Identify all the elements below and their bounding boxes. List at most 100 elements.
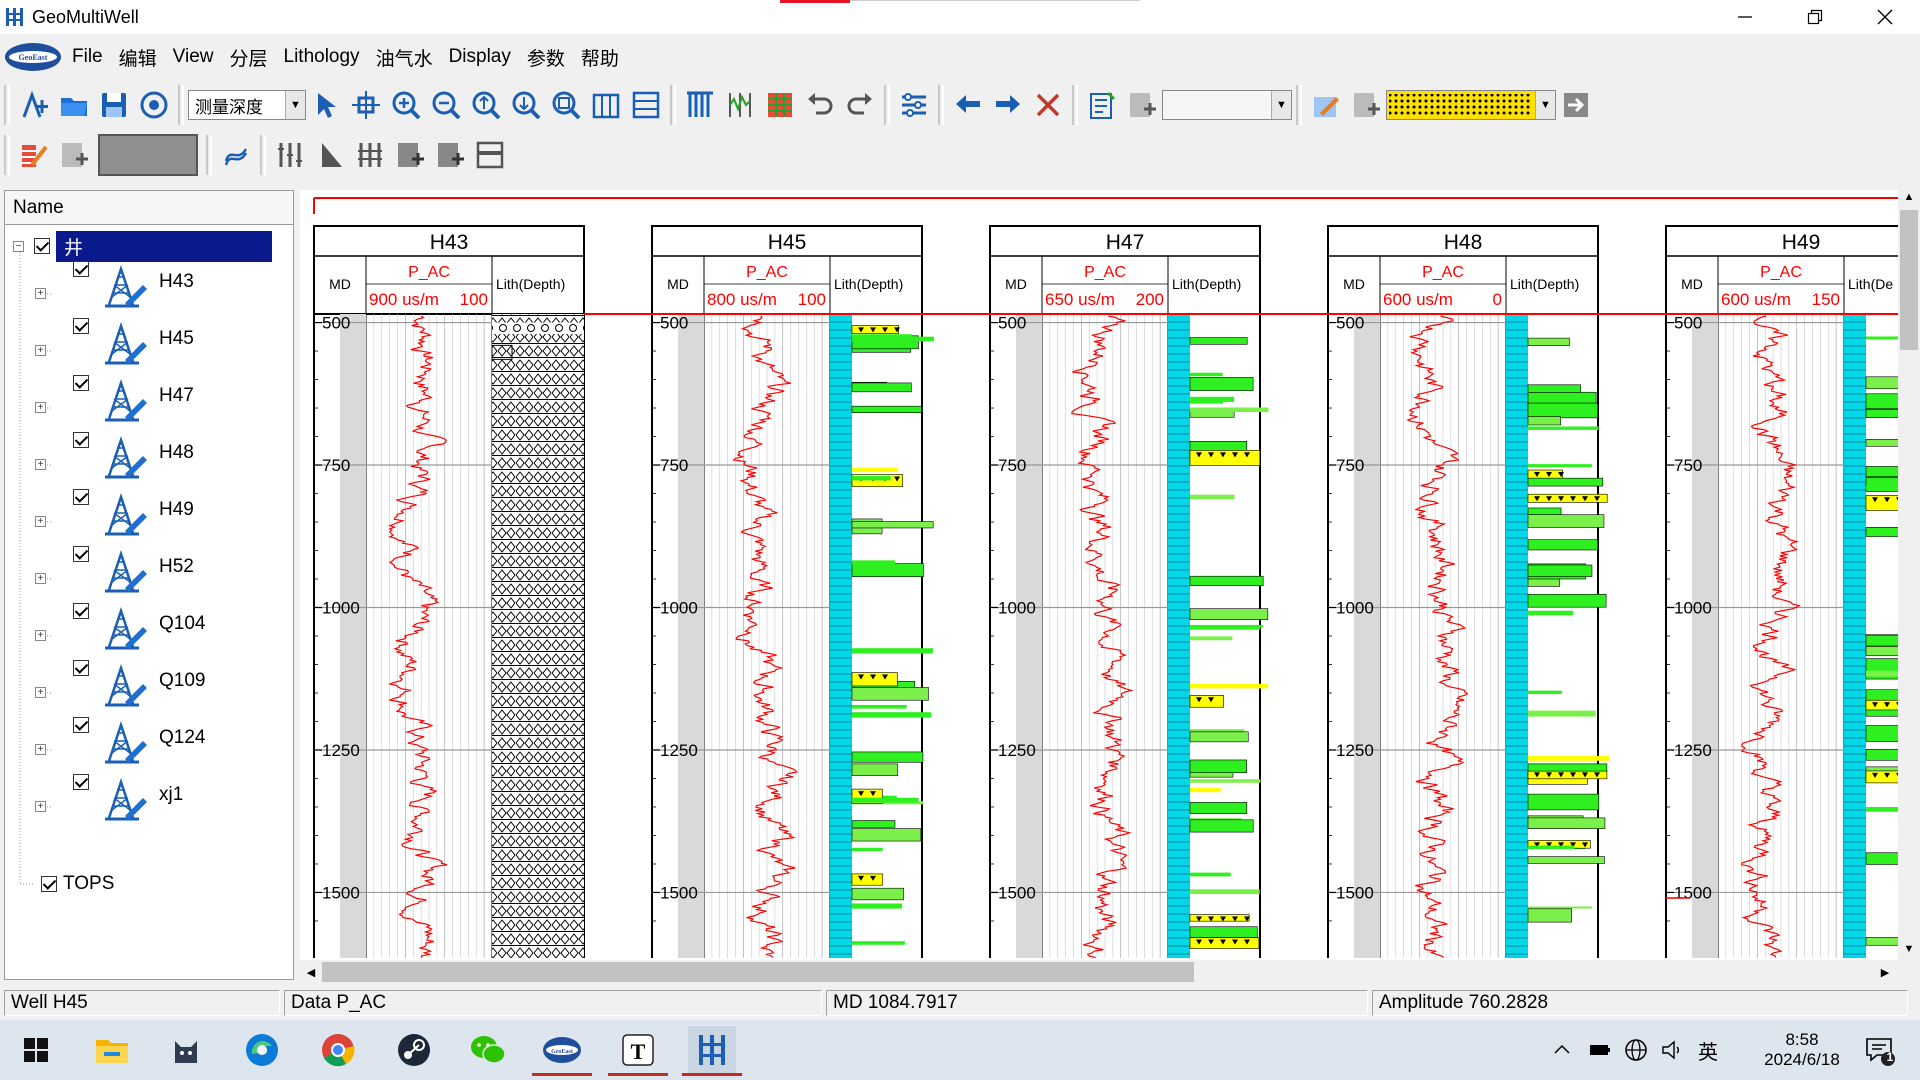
chrome-browser-button[interactable] bbox=[314, 1026, 362, 1074]
p-ac-curve[interactable] bbox=[732, 315, 799, 959]
redo-button[interactable] bbox=[840, 85, 880, 125]
well-checkbox[interactable] bbox=[73, 489, 89, 505]
p-ac-curve[interactable] bbox=[387, 315, 448, 958]
horizontal-scroll-thumb[interactable] bbox=[322, 962, 1194, 982]
tray-overflow-button[interactable] bbox=[1552, 1020, 1572, 1080]
menu-view[interactable]: View bbox=[172, 46, 214, 67]
vertical-scrollbar[interactable]: ▲ ▼ bbox=[1898, 186, 1920, 960]
expand-icon[interactable]: + bbox=[35, 459, 46, 470]
expand-icon[interactable]: + bbox=[35, 402, 46, 413]
menu-layering[interactable]: 分层 bbox=[229, 48, 268, 70]
expand-icon[interactable]: + bbox=[35, 573, 46, 584]
track-height-button[interactable] bbox=[626, 85, 666, 125]
file-explorer-button[interactable] bbox=[88, 1026, 136, 1074]
menu-edit[interactable]: 编辑 bbox=[118, 48, 157, 70]
add-track-button[interactable] bbox=[54, 135, 94, 175]
geomultiwell-taskbar-button[interactable] bbox=[682, 1026, 742, 1076]
select-pointer-button[interactable] bbox=[306, 85, 346, 125]
start-button[interactable] bbox=[12, 1026, 60, 1074]
zoom-vertical-out-button[interactable] bbox=[506, 85, 546, 125]
track-layout-button[interactable] bbox=[586, 85, 626, 125]
zoom-fit-button[interactable] bbox=[546, 85, 586, 125]
well-track-h45[interactable]: H45 MD P_AC 800 us/m 100 Lith(Depth) 500 750 100… bbox=[651, 225, 934, 959]
well-correlation-canvas[interactable]: H43 MD P_AC 900 us/m 100 Lith(Depth) 500 750 100… bbox=[300, 190, 1898, 960]
expand-icon[interactable]: + bbox=[35, 288, 46, 299]
forward-button[interactable] bbox=[988, 85, 1028, 125]
color-swatch-button[interactable] bbox=[98, 134, 198, 176]
expand-icon[interactable]: + bbox=[35, 345, 46, 356]
well-checkbox[interactable] bbox=[73, 318, 89, 334]
edit-lithology-button[interactable] bbox=[14, 135, 54, 175]
add-pattern-button[interactable] bbox=[1346, 85, 1386, 125]
wedge-button[interactable] bbox=[310, 135, 350, 175]
expand-icon[interactable]: + bbox=[35, 687, 46, 698]
well-track-h43[interactable]: H43 MD P_AC 900 us/m 100 Lith(Depth) 500 750 100… bbox=[313, 225, 585, 958]
well-checkbox[interactable] bbox=[73, 603, 89, 619]
network-button[interactable] bbox=[1624, 1020, 1648, 1080]
ime-indicator[interactable]: 英 bbox=[1698, 1041, 1718, 1064]
minimize-button[interactable] bbox=[1710, 0, 1780, 34]
p-ac-curve[interactable] bbox=[1406, 315, 1469, 959]
back-button[interactable] bbox=[948, 85, 988, 125]
horizontal-scrollbar[interactable]: ◀ ▶ bbox=[300, 960, 1898, 984]
layer-select[interactable]: ▼ bbox=[1162, 90, 1292, 120]
scroll-right-icon[interactable]: ▶ bbox=[1880, 966, 1890, 979]
well-checkbox[interactable] bbox=[73, 717, 89, 733]
menu-display[interactable]: Display bbox=[448, 46, 511, 67]
menu-help[interactable]: 帮助 bbox=[580, 48, 619, 70]
pencil-button[interactable] bbox=[1306, 85, 1346, 125]
edge-browser-button[interactable] bbox=[238, 1026, 286, 1074]
header-layout-button[interactable] bbox=[470, 135, 510, 175]
close-button[interactable] bbox=[1850, 0, 1920, 34]
pan-button[interactable] bbox=[346, 85, 386, 125]
root-checkbox[interactable] bbox=[34, 238, 50, 254]
zoom-out-button[interactable] bbox=[426, 85, 466, 125]
target-button[interactable] bbox=[134, 85, 174, 125]
well-checkbox[interactable] bbox=[73, 774, 89, 790]
zoom-vertical-in-button[interactable] bbox=[466, 85, 506, 125]
expand-icon[interactable]: + bbox=[35, 516, 46, 527]
add-curve-track-button[interactable] bbox=[430, 135, 470, 175]
well-checkbox[interactable] bbox=[73, 261, 89, 277]
delete-button[interactable] bbox=[1028, 85, 1068, 125]
settings-list-button[interactable] bbox=[894, 85, 934, 125]
menu-oil-gas-water[interactable]: 油气水 bbox=[375, 48, 433, 70]
add-layer-button[interactable] bbox=[1122, 85, 1162, 125]
menu-lithology[interactable]: Lithology bbox=[283, 46, 360, 67]
undo-button[interactable] bbox=[800, 85, 840, 125]
curve-display-button[interactable] bbox=[720, 85, 760, 125]
clock[interactable]: 8:58 2024/6/18 bbox=[1742, 1020, 1862, 1080]
geoeast-taskbar-button[interactable]: GeoEast bbox=[532, 1026, 592, 1076]
well-checkbox[interactable] bbox=[73, 432, 89, 448]
well-track-h47[interactable]: H47 MD P_AC 650 us/m 200 Lith(Depth) 500 750 100… bbox=[989, 225, 1269, 959]
typora-button[interactable]: T bbox=[608, 1026, 668, 1076]
expand-icon[interactable]: + bbox=[35, 630, 46, 641]
well-checkbox[interactable] bbox=[73, 660, 89, 676]
well-columns-button[interactable] bbox=[680, 85, 720, 125]
scroll-down-icon[interactable]: ▼ bbox=[1903, 943, 1915, 955]
edit-checklist-button[interactable] bbox=[1082, 85, 1122, 125]
notifications-button[interactable]: 1 bbox=[1862, 1020, 1896, 1080]
vertical-scroll-thumb[interactable] bbox=[1900, 210, 1918, 350]
well-checkbox[interactable] bbox=[73, 546, 89, 562]
save-button[interactable] bbox=[94, 85, 134, 125]
correlation-view[interactable]: H43 MD P_AC 900 us/m 100 Lith(Depth) 500 750 100… bbox=[300, 190, 1898, 960]
battery-button[interactable] bbox=[1588, 1020, 1612, 1080]
correlation-button[interactable] bbox=[216, 135, 256, 175]
tops-checkbox[interactable] bbox=[41, 876, 57, 892]
depth-mode-select[interactable]: 测量深度 ▼ bbox=[188, 90, 306, 120]
well-checkbox[interactable] bbox=[73, 375, 89, 391]
volume-button[interactable] bbox=[1660, 1020, 1684, 1080]
restore-button[interactable] bbox=[1780, 0, 1850, 34]
well-track-h48[interactable]: H48 MD P_AC 600 us/m 0 Lith(Depth) 500 750 1000 1… bbox=[1327, 225, 1610, 959]
add-well-track-button[interactable] bbox=[390, 135, 430, 175]
tops-columns-button[interactable] bbox=[270, 135, 310, 175]
p-ac-curve[interactable] bbox=[1740, 315, 1801, 958]
expand-icon[interactable]: + bbox=[35, 801, 46, 812]
tree-item-tops[interactable]: TOPS bbox=[41, 869, 114, 899]
cat-app-button[interactable] bbox=[162, 1026, 210, 1074]
add-well-button[interactable] bbox=[14, 85, 54, 125]
menu-parameters[interactable]: 参数 bbox=[526, 48, 565, 70]
expand-icon[interactable]: + bbox=[35, 744, 46, 755]
export-button[interactable] bbox=[1556, 85, 1596, 125]
